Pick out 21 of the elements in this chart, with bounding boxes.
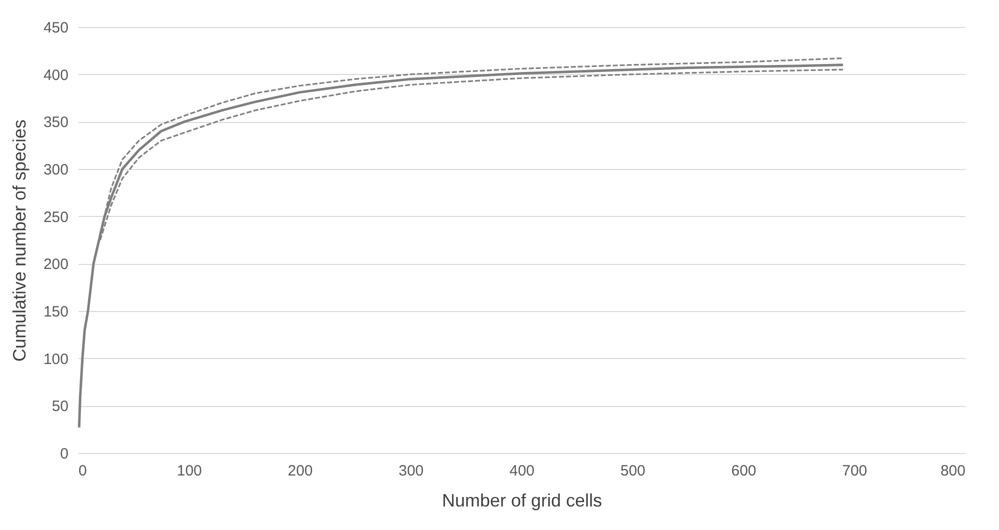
x-tick-label: 600 (731, 462, 756, 480)
x-axis-title: Number of grid cells (442, 490, 602, 510)
x-tick-label: 800 (940, 462, 966, 480)
y-tick-label: 250 (43, 208, 68, 226)
y-tick-label: 400 (43, 66, 68, 84)
y-tick-label: 50 (52, 398, 68, 416)
y-tick-label: 200 (43, 256, 68, 274)
y-tick-label: 450 (43, 20, 68, 36)
x-tick-label: 400 (509, 462, 535, 480)
y-axis-title: Cumulative number of species (9, 119, 30, 362)
x-tick-label: 300 (398, 462, 424, 480)
x-tick-label: 500 (620, 462, 646, 480)
x-tick-label: 0 (78, 462, 87, 480)
y-tick-label: 100 (43, 350, 68, 368)
y-tick-label: 150 (43, 304, 68, 320)
x-tick-label: 200 (288, 462, 313, 480)
y-tick-label: 300 (43, 162, 68, 178)
x-tick-label: 700 (842, 462, 868, 480)
x-tick-label: 100 (176, 462, 202, 480)
y-tick-label: 350 (43, 114, 68, 132)
y-tick-label: 0 (60, 446, 68, 462)
